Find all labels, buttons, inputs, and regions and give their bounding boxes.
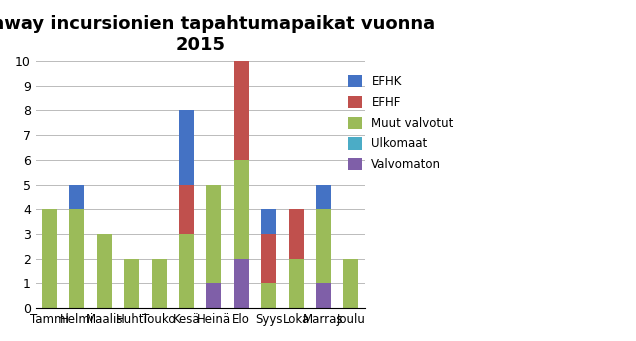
Bar	[179, 234, 194, 308]
Bar	[151, 259, 167, 308]
Bar	[233, 259, 249, 308]
Bar	[289, 209, 303, 259]
Bar	[206, 184, 221, 283]
Legend: EFHK, EFHF, Muut valvotut, Ulkomaat, Valvomaton: EFHK, EFHF, Muut valvotut, Ulkomaat, Val…	[344, 72, 457, 175]
Bar	[179, 184, 194, 234]
Bar	[261, 234, 276, 283]
Bar	[124, 259, 139, 308]
Bar	[206, 283, 221, 308]
Bar	[316, 283, 331, 308]
Bar	[233, 160, 249, 259]
Bar	[233, 61, 249, 160]
Bar	[261, 283, 276, 308]
Title: Runway incursionien tapahtumapaikat vuonna
2015: Runway incursionien tapahtumapaikat vuon…	[0, 15, 435, 54]
Bar	[179, 110, 194, 184]
Bar	[97, 234, 112, 308]
Bar	[261, 209, 276, 234]
Bar	[233, 36, 249, 61]
Bar	[316, 184, 331, 209]
Bar	[343, 259, 359, 308]
Bar	[69, 184, 85, 209]
Bar	[69, 209, 85, 308]
Bar	[42, 209, 57, 308]
Bar	[289, 259, 303, 308]
Bar	[316, 209, 331, 283]
